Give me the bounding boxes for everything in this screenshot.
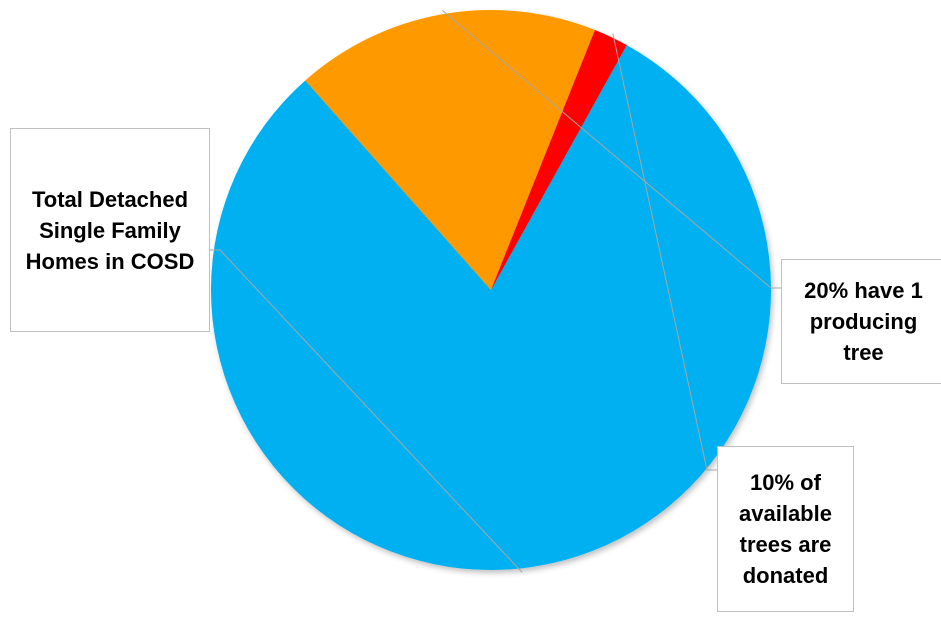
leader-lines <box>210 9 781 573</box>
data-label-producing-tree-text: 20% have 1 producing tree <box>804 278 923 365</box>
leader-line-donated <box>612 33 717 471</box>
pie-slice-donated <box>491 30 627 291</box>
data-label-producing-tree: 20% have 1 producing tree <box>781 259 941 384</box>
data-label-donated-text: 10% of available trees are donated <box>739 470 832 588</box>
data-label-donated: 10% of available trees are donated <box>717 446 854 612</box>
data-label-homes-text: Total Detached Single Family Homes in CO… <box>25 186 195 274</box>
data-label-homes: Total Detached Single Family Homes in CO… <box>10 128 210 332</box>
pie-slice-producing-tree <box>305 10 595 291</box>
leader-line-producing-tree <box>441 9 781 289</box>
pie-slice-homes <box>210 45 771 570</box>
slice-group <box>210 10 771 570</box>
leader-line-homes <box>210 249 523 573</box>
